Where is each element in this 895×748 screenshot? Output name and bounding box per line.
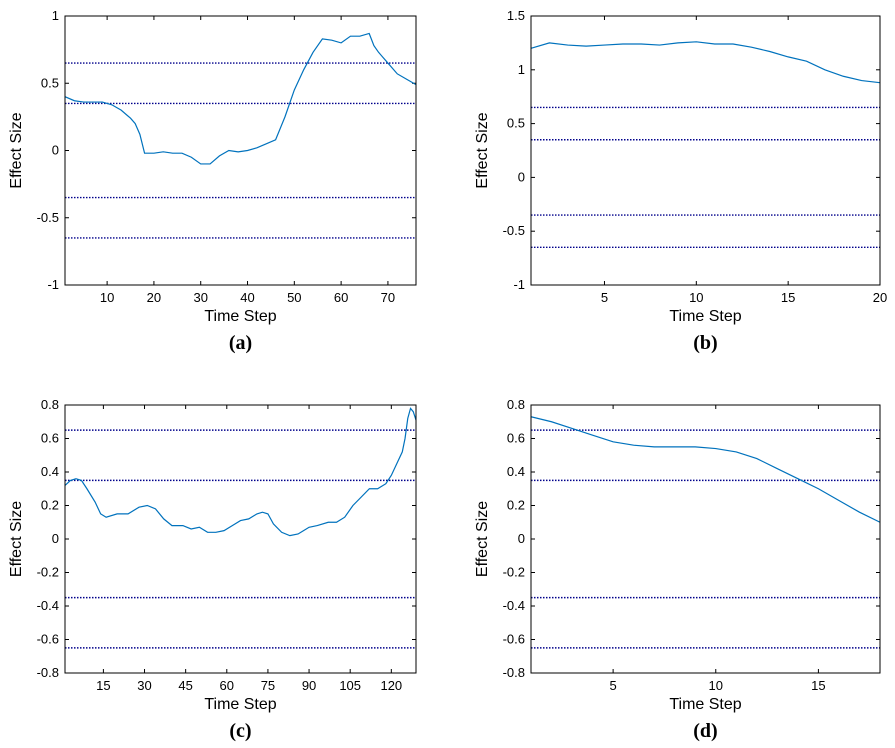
y-tick-label: 0.8	[41, 397, 59, 412]
x-axis-label: Time Step	[204, 308, 276, 325]
threshold-lines	[531, 106, 880, 249]
x-tick-label: 10	[100, 290, 114, 305]
y-axis-ticks: -0.8 -0.6 -0.4 -0.2 0 0.2 0.4 0.6 0.8	[503, 397, 880, 680]
x-axis-ticks: 5 10 15	[610, 405, 826, 693]
x-tick-label: 15	[96, 678, 110, 693]
x-tick-label: 50	[287, 290, 301, 305]
effect-size-series	[530, 416, 881, 523]
axes-frame	[530, 404, 881, 674]
y-tick-label: -1	[513, 277, 525, 292]
y-axis-label: Effect Size	[474, 112, 491, 188]
y-tick-label: 0	[52, 143, 59, 158]
x-tick-label: 30	[137, 678, 151, 693]
y-tick-label: -0.8	[503, 665, 525, 680]
y-tick-label: 0	[518, 169, 525, 184]
y-axis-label: Effect Size	[8, 501, 25, 577]
threshold-lines	[531, 429, 880, 649]
x-axis-ticks: 5 10 15 20	[601, 16, 887, 305]
x-tick-label: 45	[178, 678, 192, 693]
y-tick-label: 0	[52, 531, 59, 546]
y-tick-label: -0.6	[37, 632, 59, 647]
panel-label: (c)	[229, 720, 251, 742]
y-tick-label: 0.4	[41, 464, 59, 479]
x-tick-label: 90	[302, 678, 316, 693]
axes-frame	[64, 15, 417, 286]
x-tick-label: 75	[261, 678, 275, 693]
panel-a: -1 -0.5 0 0.5 1 10 20 30 40 50 60 70 Effect Size T…	[8, 8, 417, 354]
x-tick-label: 30	[193, 290, 207, 305]
y-tick-label: -0.6	[503, 632, 525, 647]
y-tick-label: 0.6	[507, 431, 525, 446]
x-tick-label: 15	[811, 678, 825, 693]
y-tick-label: 0.5	[41, 75, 59, 90]
axes-frame	[64, 404, 417, 674]
x-tick-label: 10	[689, 290, 703, 305]
x-tick-label: 105	[339, 678, 361, 693]
y-tick-label: -0.4	[37, 598, 59, 613]
threshold-lines	[65, 62, 416, 239]
x-tick-label: 60	[220, 678, 234, 693]
x-tick-label: 20	[873, 290, 887, 305]
y-axis-ticks: -0.8 -0.6 -0.4 -0.2 0 0.2 0.4 0.6 0.8	[37, 397, 416, 680]
panel-label: (d)	[693, 720, 717, 742]
y-tick-label: -0.5	[37, 210, 59, 225]
x-tick-label: 60	[334, 290, 348, 305]
y-tick-label: 1	[52, 8, 59, 23]
y-tick-label: 1.5	[507, 8, 525, 23]
y-tick-label: -0.2	[37, 565, 59, 580]
y-tick-label: -0.8	[37, 665, 59, 680]
y-tick-label: 0.2	[41, 498, 59, 513]
y-tick-label: -0.5	[503, 223, 525, 238]
y-tick-label: 0.2	[507, 498, 525, 513]
effect-size-series	[64, 407, 417, 537]
panel-label: (a)	[229, 332, 252, 354]
y-axis-ticks: -1 -0.5 0 0.5 1	[37, 8, 416, 292]
y-tick-label: 1	[518, 62, 525, 77]
x-tick-label: 20	[147, 290, 161, 305]
panel-c: -0.8 -0.6 -0.4 -0.2 0 0.2 0.4 0.6 0.8 15 30 45 60 75…	[8, 397, 417, 742]
axes-frame	[530, 15, 881, 286]
x-tick-label: 10	[709, 678, 723, 693]
panel-label: (b)	[693, 332, 717, 354]
x-tick-label: 5	[610, 678, 617, 693]
y-axis-label: Effect Size	[474, 501, 491, 577]
effect-size-series	[64, 32, 417, 165]
y-tick-label: -1	[47, 277, 59, 292]
y-tick-label: -0.2	[503, 565, 525, 580]
panel-b: -1 -0.5 0 0.5 1 1.5 5 10 15 20 Effect Size Time …	[474, 8, 887, 354]
x-tick-label: 15	[781, 290, 795, 305]
panel-d: -0.8 -0.6 -0.4 -0.2 0 0.2 0.4 0.6 0.8 5 10 15 Effe…	[474, 397, 881, 742]
x-axis-ticks: 15 30 45 60 75 90 105 120	[96, 405, 402, 693]
x-axis-ticks: 10 20 30 40 50 60 70	[100, 16, 395, 305]
x-axis-label: Time Step	[669, 308, 741, 325]
y-tick-label: 0.6	[41, 431, 59, 446]
x-tick-label: 40	[240, 290, 254, 305]
y-tick-label: 0.8	[507, 397, 525, 412]
threshold-lines	[65, 429, 416, 649]
y-axis-ticks: -1 -0.5 0 0.5 1 1.5	[503, 8, 880, 292]
y-tick-label: 0.5	[507, 116, 525, 131]
x-axis-label: Time Step	[204, 696, 276, 713]
effect-size-series	[530, 41, 881, 84]
x-axis-label: Time Step	[669, 696, 741, 713]
y-tick-label: -0.4	[503, 598, 525, 613]
y-tick-label: 0	[518, 531, 525, 546]
y-axis-label: Effect Size	[8, 112, 25, 188]
x-tick-label: 5	[601, 290, 608, 305]
y-tick-label: 0.4	[507, 464, 525, 479]
x-tick-label: 70	[381, 290, 395, 305]
x-tick-label: 120	[380, 678, 402, 693]
